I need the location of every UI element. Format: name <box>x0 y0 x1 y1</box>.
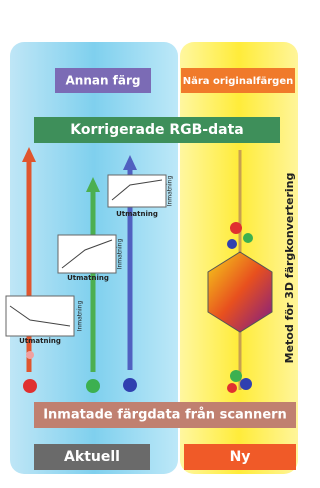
output-label: Utmatning <box>67 274 109 282</box>
diagram: Annan färg Nära originalfärgen Korrigera… <box>0 0 302 488</box>
input-label: Inmatning <box>117 239 124 270</box>
output-label: Utmatning <box>116 210 158 218</box>
corrected-label: Korrigerade RGB-data <box>70 122 243 138</box>
near-original-label: Nära originalfärgen <box>183 76 293 87</box>
input-label: Inmatning <box>167 176 174 207</box>
current-label: Aktuell <box>64 449 120 465</box>
input-label: Inmatade färgdata från scannern <box>43 408 287 423</box>
input-label: Inmatning <box>77 301 84 332</box>
new-label: Ny <box>230 449 251 465</box>
other-color-label: Annan färg <box>65 74 140 88</box>
method-label: Metod för 3D färgkonvertering <box>283 173 296 364</box>
output-label: Utmatning <box>19 337 61 345</box>
